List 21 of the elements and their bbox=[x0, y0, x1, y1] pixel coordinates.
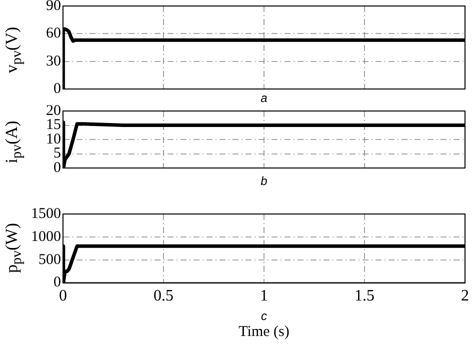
x-axis-title: Time (s) bbox=[238, 324, 290, 341]
y-tick-label: 1000 bbox=[31, 228, 61, 245]
x-tick-label: 1 bbox=[260, 288, 268, 305]
y-tick-label: 60 bbox=[46, 26, 61, 42]
y-tick-label: 90 bbox=[46, 0, 61, 14]
y-tick-label: 500 bbox=[38, 252, 61, 268]
y-tick-label: 5 bbox=[54, 146, 61, 162]
y-tick-label: 15 bbox=[46, 117, 61, 134]
x-tick-label: 2 bbox=[461, 288, 469, 305]
x-tick-label: 0.5 bbox=[154, 288, 174, 305]
y-tick-label: 30 bbox=[46, 53, 61, 70]
text: b bbox=[260, 174, 268, 188]
y-tick-label: 20 bbox=[46, 102, 61, 119]
text: c bbox=[261, 309, 267, 323]
y-tick-label: 0 bbox=[54, 80, 61, 97]
x-tick-label: 1.5 bbox=[354, 288, 374, 305]
y-tick-label: 0 bbox=[54, 274, 61, 291]
y-tick-label: 0 bbox=[54, 160, 61, 176]
y-tick-label: 10 bbox=[46, 131, 61, 148]
y-tick-label: 1500 bbox=[31, 206, 61, 222]
text: a bbox=[260, 91, 268, 105]
